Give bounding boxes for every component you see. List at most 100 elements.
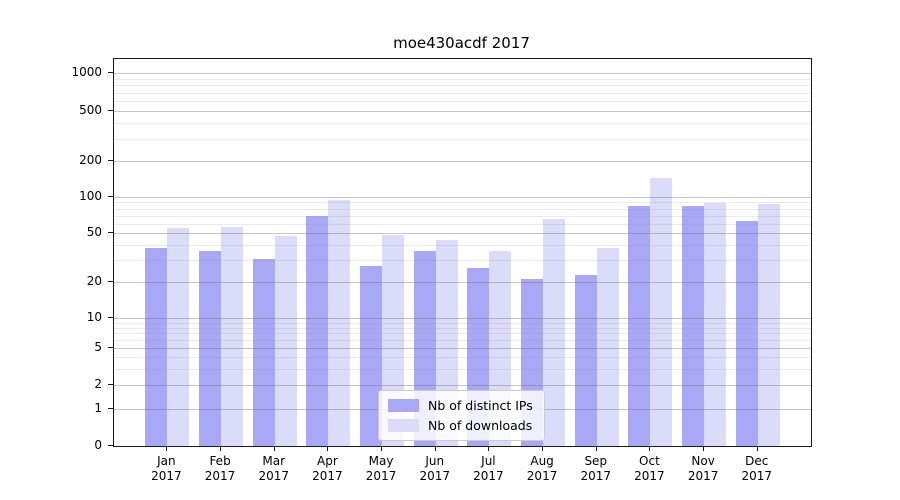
bar-downloads-dec-2017 <box>757 204 780 446</box>
gridline-minor-400 <box>114 123 811 125</box>
x-tick-label-oct-2017: Oct 2017 <box>634 454 665 483</box>
y-tick-mark-100 <box>108 196 113 197</box>
y-tick-label-2: 2 <box>94 377 102 391</box>
bar-distinct_ips-dec-2017 <box>735 221 758 446</box>
x-tick-label-aug-2017: Aug 2017 <box>526 454 558 483</box>
y-tick-mark-50 <box>108 232 113 233</box>
y-tick-mark-500 <box>108 110 113 111</box>
bar-distinct_ips-oct-2017 <box>628 206 651 446</box>
gridline-major-500 <box>114 111 811 112</box>
gridline-minor-9 <box>114 322 811 324</box>
gridline-minor-300 <box>114 138 811 140</box>
y-tick-label-100: 100 <box>79 189 102 203</box>
x-tick-label-nov-2017: Nov 2017 <box>687 454 719 483</box>
chart-title: moe430acdf 2017 <box>393 34 530 52</box>
x-tick-mark-nov-2017 <box>703 446 705 451</box>
legend-label-distinct-ips: Nb of distinct IPs <box>428 398 533 413</box>
x-tick-mark-may-2017 <box>381 446 383 451</box>
legend-item-downloads: Nb of downloads <box>388 418 533 433</box>
gridline-minor-700 <box>114 92 811 94</box>
x-tick-mark-aug-2017 <box>542 446 544 451</box>
gridline-minor-80 <box>114 208 811 210</box>
x-tick-mark-dec-2017 <box>756 446 758 451</box>
gridline-major-2 <box>114 385 811 386</box>
bar-distinct_ips-jan-2017 <box>145 247 168 446</box>
y-tick-label-500: 500 <box>79 103 102 117</box>
gridline-minor-40 <box>114 244 811 246</box>
x-tick-label-may-2017: May 2017 <box>365 454 397 483</box>
gridline-major-200 <box>114 161 811 162</box>
legend: Nb of distinct IPs Nb of downloads <box>378 390 545 441</box>
x-tick-label-dec-2017: Dec 2017 <box>741 454 773 483</box>
grid-layer <box>114 59 811 446</box>
gridline-minor-600 <box>114 101 811 102</box>
bar-distinct_ips-sep-2017 <box>574 274 597 446</box>
gridline-major-1000 <box>114 73 811 74</box>
gridline-minor-900 <box>114 78 811 80</box>
y-tick-mark-10 <box>108 317 113 318</box>
x-tick-label-mar-2017: Mar 2017 <box>258 454 289 483</box>
x-tick-mark-sep-2017 <box>595 446 597 451</box>
x-tick-label-jul-2017: Jul 2017 <box>473 454 504 483</box>
bar-distinct_ips-may-2017 <box>360 265 383 446</box>
x-tick-label-sep-2017: Sep 2017 <box>580 454 612 483</box>
x-tick-mark-jun-2017 <box>434 446 436 451</box>
x-tick-mark-apr-2017 <box>327 446 329 451</box>
gridline-minor-800 <box>114 85 811 87</box>
bar-distinct_ips-apr-2017 <box>306 215 329 446</box>
bar-downloads-apr-2017 <box>328 200 351 446</box>
legend-swatch-distinct-ips-icon <box>388 399 419 412</box>
y-tick-label-1000: 1000 <box>71 65 102 79</box>
gridline-major-10 <box>114 318 811 319</box>
gridline-minor-90 <box>114 202 811 204</box>
gridline-major-5 <box>114 348 811 349</box>
y-tick-label-10: 10 <box>86 310 102 324</box>
bar-downloads-sep-2017 <box>596 247 619 446</box>
y-tick-label-1: 1 <box>94 401 102 415</box>
x-tick-label-jun-2017: Jun 2017 <box>419 454 451 483</box>
gridline-minor-30 <box>114 260 811 262</box>
x-tick-label-apr-2017: Apr 2017 <box>312 454 343 483</box>
gridline-major-50 <box>114 233 811 234</box>
plot-area: Nb of distinct IPs Nb of downloads <box>113 58 812 447</box>
bar-downloads-nov-2017 <box>704 203 727 446</box>
y-tick-mark-200 <box>108 160 113 161</box>
legend-label-downloads: Nb of downloads <box>428 418 533 433</box>
legend-item-distinct-ips: Nb of distinct IPs <box>388 398 533 413</box>
bar-downloads-feb-2017 <box>221 227 244 446</box>
y-tick-mark-0 <box>108 445 113 446</box>
gridline-major-100 <box>114 197 811 198</box>
gridline-minor-7 <box>114 333 811 335</box>
bar-distinct_ips-feb-2017 <box>199 250 222 446</box>
bar-downloads-oct-2017 <box>650 177 673 446</box>
x-tick-label-jan-2017: Jan 2017 <box>151 454 182 483</box>
y-tick-label-200: 200 <box>79 153 102 167</box>
bar-distinct_ips-mar-2017 <box>252 258 275 446</box>
y-tick-label-20: 20 <box>86 274 102 288</box>
legend-swatch-downloads-icon <box>388 419 419 432</box>
y-tick-label-5: 5 <box>94 340 102 354</box>
bar-downloads-jan-2017 <box>167 228 190 446</box>
y-tick-label-0: 0 <box>94 438 102 452</box>
bar-distinct_ips-nov-2017 <box>682 206 705 446</box>
y-tick-mark-2 <box>108 384 113 385</box>
x-tick-mark-jul-2017 <box>488 446 490 451</box>
bar-downloads-mar-2017 <box>274 236 297 446</box>
x-tick-mark-mar-2017 <box>273 446 275 451</box>
x-tick-mark-jan-2017 <box>166 446 168 451</box>
bar-downloads-aug-2017 <box>543 219 566 446</box>
x-tick-mark-feb-2017 <box>220 446 222 451</box>
y-tick-mark-1000 <box>108 72 113 73</box>
y-tick-label-50: 50 <box>86 225 102 239</box>
y-tick-mark-5 <box>108 347 113 348</box>
gridline-minor-8 <box>114 327 811 329</box>
gridline-minor-4 <box>114 357 811 358</box>
x-tick-label-feb-2017: Feb 2017 <box>204 454 236 483</box>
gridline-minor-60 <box>114 223 811 225</box>
gridline-minor-70 <box>114 215 811 217</box>
y-tick-mark-20 <box>108 281 113 282</box>
y-tick-mark-1 <box>108 408 113 409</box>
x-tick-mark-oct-2017 <box>649 446 651 451</box>
gridline-major-20 <box>114 282 811 283</box>
